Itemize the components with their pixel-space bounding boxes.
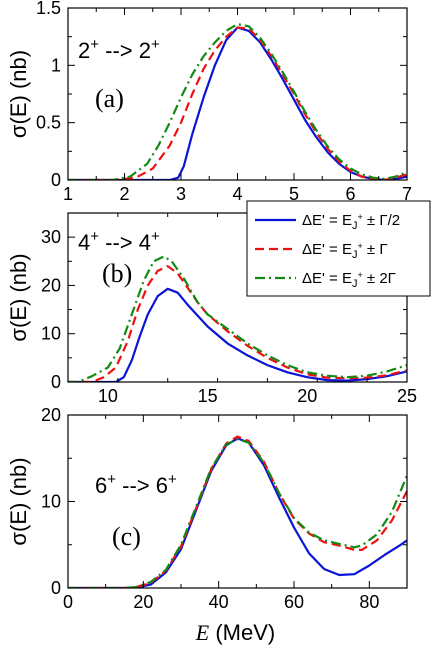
x-tick-label: 5: [289, 184, 299, 204]
y-tick-label: 20: [41, 275, 61, 295]
x-tick-label: 10: [98, 386, 118, 406]
legend-label: ΔE' = EJ+ ± Γ/2: [302, 212, 400, 232]
panel-a: 1 2 3 4 5 6 7 0 0.5 1 1.5 σ(E) (nb) 2+ --> 2+ (a): [6, 0, 412, 204]
series-line-1: [68, 287, 407, 382]
series-line-3: [68, 438, 407, 588]
x-tick-label: 25: [397, 386, 417, 406]
transition-label: 6+ --> 6+: [95, 471, 177, 498]
legend-entry-3: ΔE' = EJ+ ± 2Γ: [255, 270, 396, 290]
x-tick-label: 3: [176, 184, 186, 204]
series-line-1: [68, 437, 407, 588]
panel-label: (a): [95, 84, 124, 113]
y-tick-label: 1.5: [36, 0, 61, 18]
panel-b: 10 15 20 25 0 10 20 30 σ(E) (nb) 4+ --> 4+ (b): [6, 212, 417, 406]
x-axis-title: E (MeV): [195, 620, 275, 645]
x-tick-label: 2: [119, 184, 129, 204]
plot-frame: [67, 212, 408, 383]
panel-label: (c): [112, 522, 141, 551]
x-tick-label: 0: [63, 592, 73, 612]
series-line-2: [68, 26, 407, 180]
y-axis-title: σ(E) (nb): [6, 50, 31, 138]
y-axis-title: σ(E) (nb): [6, 253, 31, 341]
x-tick-label: 80: [359, 592, 379, 612]
series-line-3: [68, 255, 407, 382]
y-tick-label: 0: [51, 170, 61, 190]
x-tick-label: 1: [63, 184, 73, 204]
panel-label: (b): [102, 259, 132, 288]
legend-label: ΔE' = EJ+ ± Γ: [302, 241, 388, 261]
x-tick-label: 60: [284, 592, 304, 612]
x-tick-label: 6: [345, 184, 355, 204]
y-tick-label: 10: [41, 324, 61, 344]
y-axis-title: σ(E) (nb): [6, 457, 31, 545]
x-tick-label: 7: [402, 184, 412, 204]
series-line-2: [68, 435, 407, 588]
x-tick-label: 4: [232, 184, 242, 204]
x-tick-label: 15: [198, 386, 218, 406]
series-line-3: [68, 23, 407, 180]
transition-label: 2+ --> 2+: [78, 36, 160, 63]
panel-c: 0 20 40 60 80 0 10 20 σ(E) (nb) 6+ --> 6+ (c) E (Me…: [6, 405, 408, 645]
x-tick-label: 20: [297, 386, 317, 406]
legend-entry-2: ΔE' = EJ+ ± Γ: [255, 241, 388, 261]
x-tick-label: 40: [209, 592, 229, 612]
legend-label: ΔE' = EJ+ ± 2Γ: [302, 270, 396, 290]
x-tick-label: 20: [133, 592, 153, 612]
legend: ΔE' = EJ+ ± Γ/2 ΔE' = EJ+ ± Γ ΔE' = EJ+ ± …: [246, 200, 431, 297]
transition-label: 4+ --> 4+: [78, 228, 160, 255]
plot-frame: [67, 414, 408, 589]
y-tick-label: 30: [41, 227, 61, 247]
y-tick-label: 0: [51, 372, 61, 392]
y-tick-label: 0: [51, 578, 61, 598]
y-tick-label: 10: [41, 492, 61, 512]
y-tick-label: 20: [41, 405, 61, 425]
y-tick-label: 1: [51, 55, 61, 75]
y-tick-label: 0.5: [36, 113, 61, 133]
legend-entry-1: ΔE' = EJ+ ± Γ/2: [255, 212, 400, 232]
